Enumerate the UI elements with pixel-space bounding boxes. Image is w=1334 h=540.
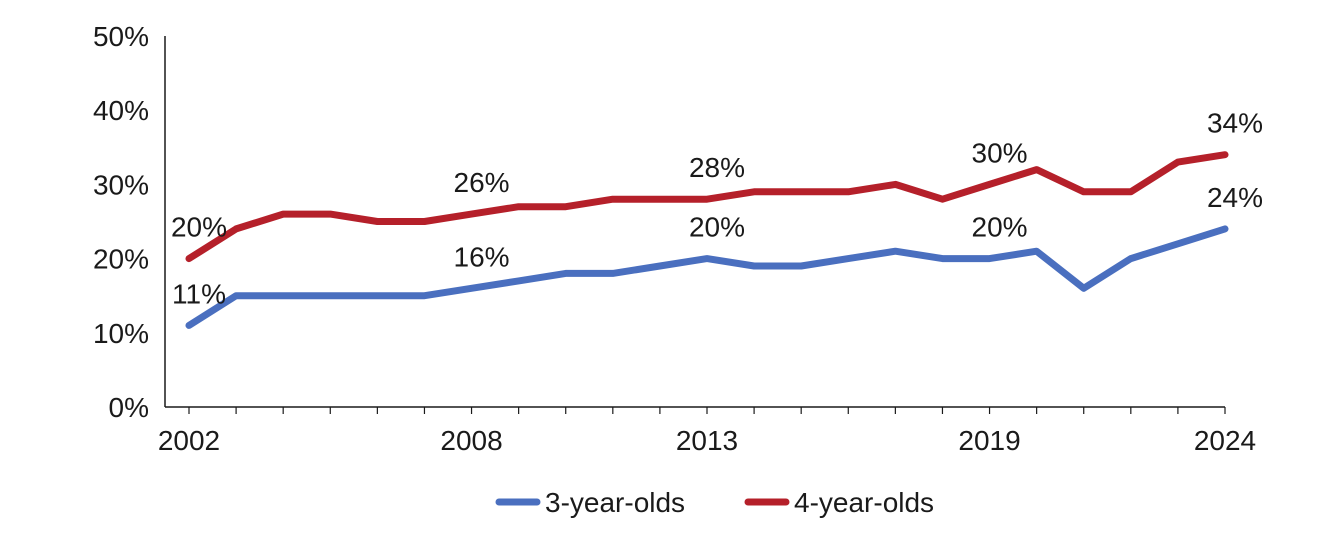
data-label: 20% bbox=[171, 212, 227, 243]
y-tick-label: 20% bbox=[93, 244, 149, 275]
data-label: 34% bbox=[1207, 108, 1263, 139]
x-tick-label: 2008 bbox=[440, 425, 502, 456]
data-labels: 11% 16% 20% 20% 24% 20% 26% 28% 30% 34% bbox=[171, 108, 1263, 310]
y-tick-label: 0% bbox=[109, 392, 149, 423]
data-label: 20% bbox=[972, 212, 1028, 243]
axes: 0% 10% 20% 30% 40% 50% 2002 2008 2013 2019 2024 bbox=[93, 21, 1256, 456]
x-tick-label: 2013 bbox=[676, 425, 738, 456]
data-label: 20% bbox=[689, 212, 745, 243]
y-tick-label: 10% bbox=[93, 318, 149, 349]
x-tick-label: 2024 bbox=[1194, 425, 1256, 456]
y-tick-label: 40% bbox=[93, 95, 149, 126]
data-label: 24% bbox=[1207, 182, 1263, 213]
series-lines bbox=[185, 151, 1229, 329]
data-label: 11% bbox=[172, 278, 226, 309]
series-line-4-year-olds bbox=[185, 151, 1229, 263]
y-tick-label: 30% bbox=[93, 169, 149, 200]
x-tick-label: 2002 bbox=[158, 425, 220, 456]
data-label: 28% bbox=[689, 152, 745, 183]
legend: 3-year-olds 4-year-olds bbox=[495, 487, 934, 518]
legend-label: 3-year-olds bbox=[545, 487, 685, 518]
x-tick-label: 2019 bbox=[958, 425, 1020, 456]
data-label: 26% bbox=[454, 167, 510, 198]
data-label: 16% bbox=[454, 241, 510, 272]
legend-label: 4-year-olds bbox=[794, 487, 934, 518]
series-line-3-year-olds bbox=[185, 225, 1229, 329]
data-label: 30% bbox=[972, 137, 1028, 168]
y-tick-label: 50% bbox=[93, 21, 149, 52]
